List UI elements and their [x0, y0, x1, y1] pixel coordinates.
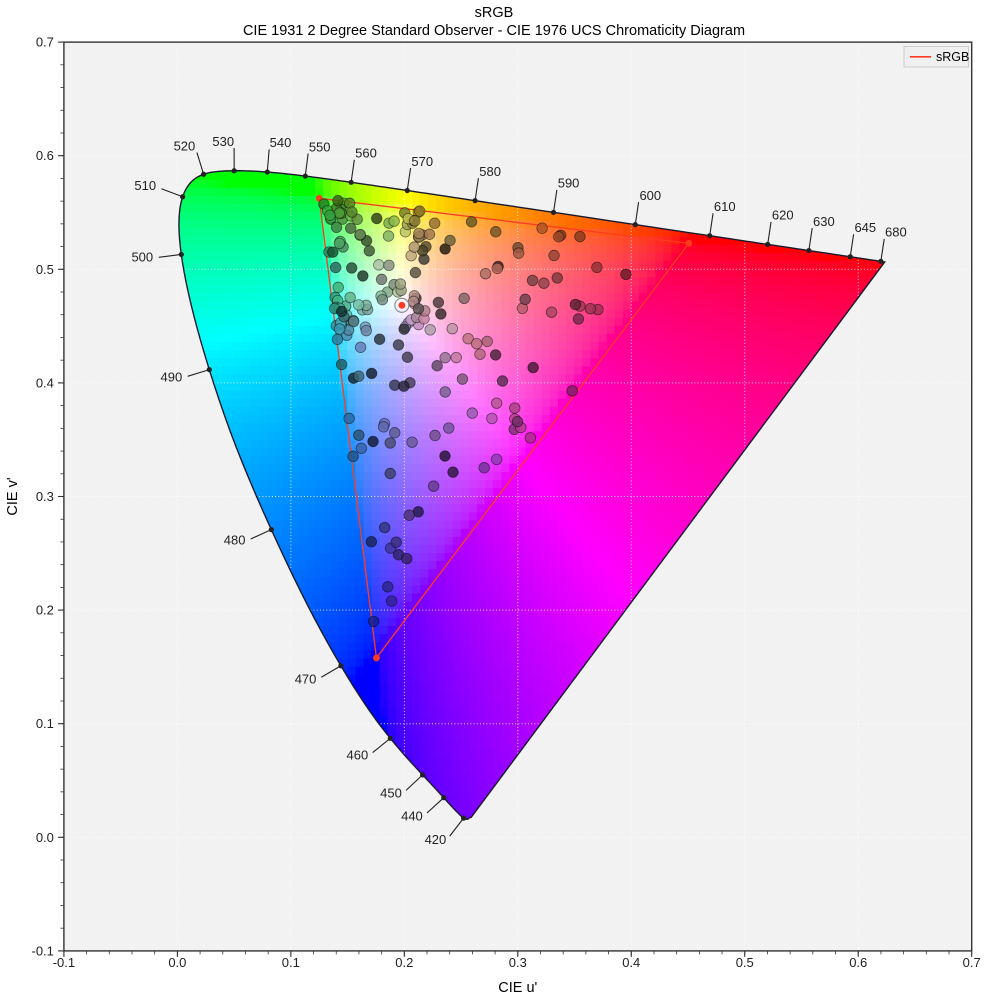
svg-text:0.6: 0.6: [36, 148, 54, 163]
svg-text:-0.1: -0.1: [53, 955, 75, 970]
svg-text:440: 440: [401, 808, 423, 823]
svg-text:0.3: 0.3: [36, 489, 54, 504]
svg-text:0.2: 0.2: [395, 955, 413, 970]
svg-text:560: 560: [355, 146, 377, 161]
svg-text:520: 520: [174, 139, 196, 154]
svg-text:0.4: 0.4: [622, 955, 640, 970]
svg-text:600: 600: [639, 188, 661, 203]
svg-text:590: 590: [558, 176, 580, 191]
svg-text:0.0: 0.0: [36, 830, 54, 845]
svg-text:0.1: 0.1: [282, 955, 300, 970]
svg-text:0.2: 0.2: [36, 603, 54, 618]
svg-text:490: 490: [160, 369, 182, 384]
svg-text:-0.1: -0.1: [31, 943, 53, 958]
svg-text:510: 510: [134, 178, 156, 193]
svg-text:680: 680: [885, 225, 907, 240]
svg-text:CIE v': CIE v': [5, 477, 21, 515]
svg-text:630: 630: [813, 214, 835, 229]
svg-text:460: 460: [347, 748, 369, 763]
svg-text:CIE u': CIE u': [498, 980, 537, 996]
svg-text:470: 470: [295, 672, 317, 687]
svg-text:0.5: 0.5: [36, 262, 54, 277]
svg-text:0.7: 0.7: [36, 35, 54, 50]
svg-text:0.4: 0.4: [36, 375, 54, 390]
svg-text:540: 540: [270, 135, 292, 150]
svg-text:420: 420: [425, 832, 447, 847]
svg-text:645: 645: [854, 220, 876, 235]
svg-text:0.5: 0.5: [736, 955, 754, 970]
svg-text:0.1: 0.1: [36, 716, 54, 731]
svg-text:550: 550: [309, 139, 331, 154]
svg-text:570: 570: [411, 154, 433, 169]
svg-text:CIE 1931 2 Degree Standard Obs: CIE 1931 2 Degree Standard Observer - CI…: [243, 23, 745, 39]
svg-text:sRGB: sRGB: [936, 50, 969, 64]
svg-text:500: 500: [131, 249, 153, 264]
svg-text:530: 530: [212, 134, 234, 149]
svg-text:0.7: 0.7: [963, 955, 981, 970]
svg-text:480: 480: [224, 533, 246, 548]
svg-text:580: 580: [479, 164, 501, 179]
svg-text:0.6: 0.6: [849, 955, 867, 970]
svg-text:sRGB: sRGB: [475, 5, 514, 21]
svg-text:610: 610: [714, 199, 736, 214]
svg-text:0.3: 0.3: [509, 955, 527, 970]
svg-text:450: 450: [380, 786, 402, 801]
svg-text:0.0: 0.0: [168, 955, 186, 970]
svg-text:620: 620: [772, 208, 794, 223]
